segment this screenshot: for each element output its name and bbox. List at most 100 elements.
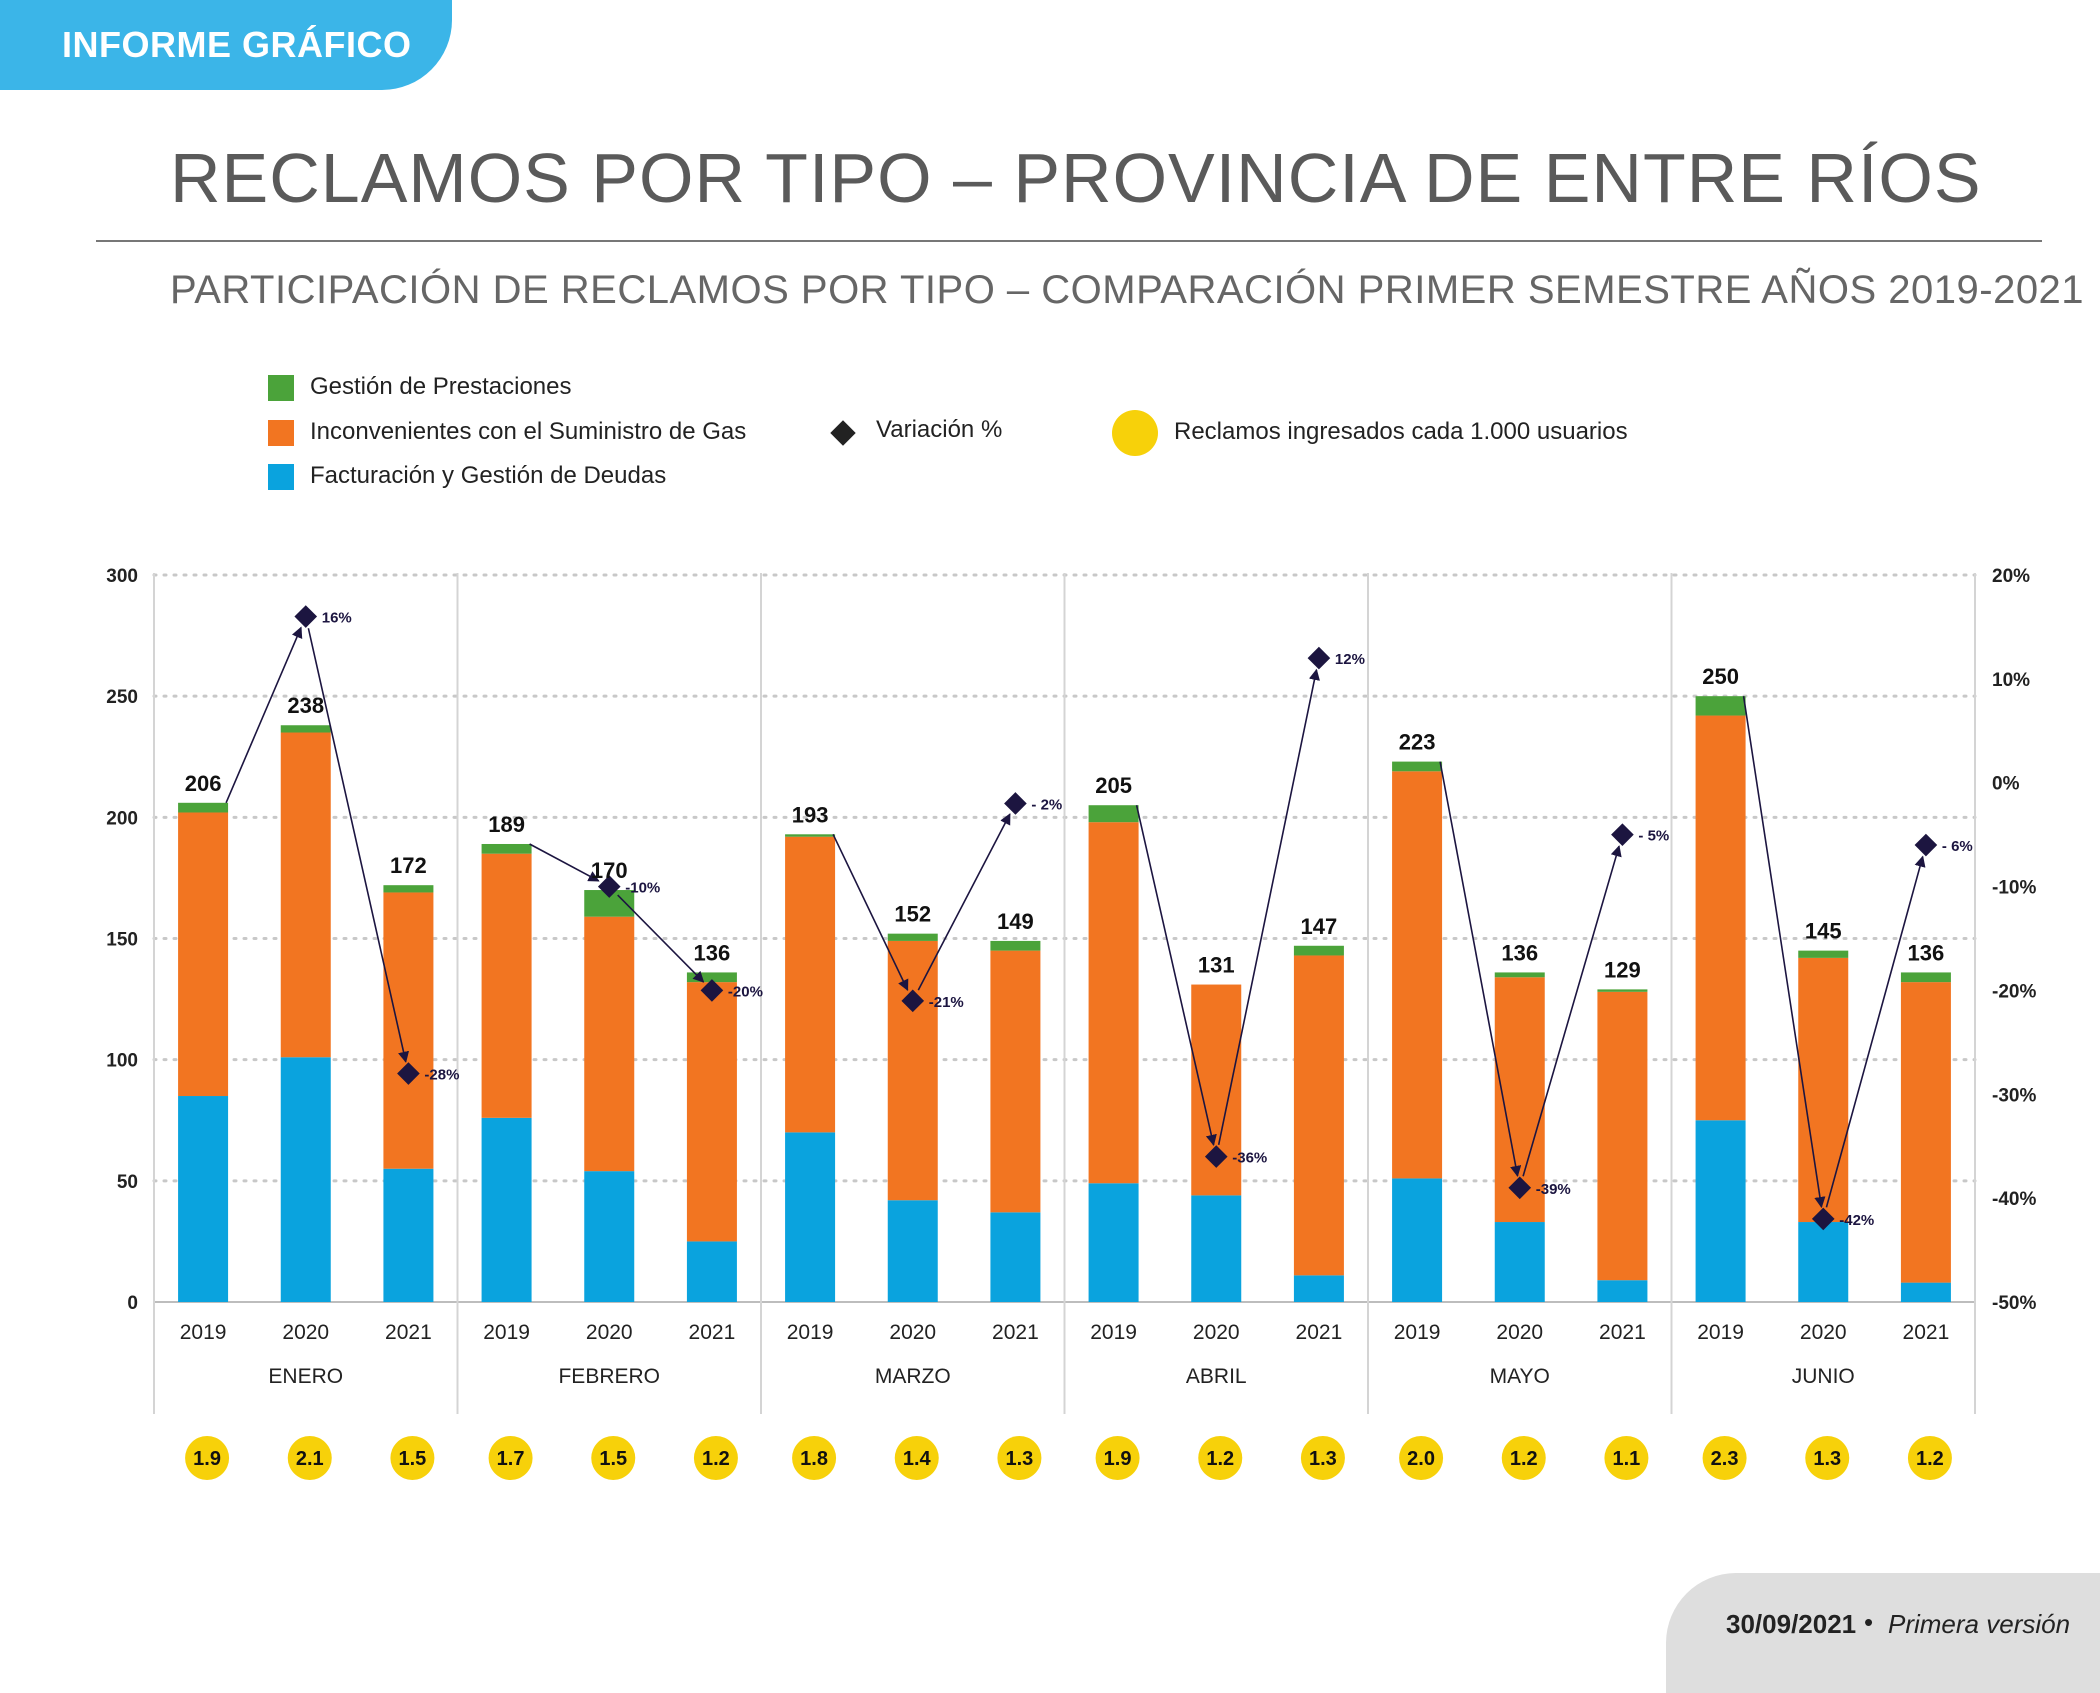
- reclamos-bubble: [1604, 1436, 1649, 1480]
- legend-gestion-label: Gestión de Prestaciones: [310, 373, 572, 400]
- variation-label: - 2%: [1031, 796, 1062, 813]
- reclamos-bubble: [287, 1436, 332, 1480]
- bar-segment-suministro: [178, 812, 229, 1097]
- reclamos-bubble: [488, 1436, 533, 1480]
- reclamos-value-label: 1.9: [193, 1448, 221, 1470]
- variation-arrow: [1742, 696, 1826, 1209]
- x-year-label: 2019: [1394, 1321, 1441, 1344]
- bar-segment-gestion: [1798, 950, 1849, 958]
- y-left-tick-label: 50: [117, 1172, 138, 1193]
- title-divider: [96, 240, 2042, 242]
- bar-segment-suministro: [1798, 957, 1849, 1223]
- x-year-label: 2019: [1697, 1321, 1744, 1344]
- legend-gestion-swatch: [268, 375, 294, 401]
- bar-segment-gestion: [383, 885, 434, 893]
- variation-label: - 5%: [1638, 828, 1669, 845]
- x-year-label: 2020: [889, 1321, 936, 1344]
- variation-arrow: [1825, 855, 1926, 1208]
- bar-segment-facturacion: [1494, 1222, 1545, 1302]
- reclamos-value-label: 1.1: [1613, 1448, 1641, 1470]
- footer-separator: •: [1864, 1607, 1874, 1637]
- x-year-label: 2021: [1599, 1321, 1646, 1344]
- reclamos-bubble: [1805, 1436, 1850, 1480]
- footer-version: Primera versión: [1888, 1609, 2071, 1639]
- reclamos-value-label: 1.7: [497, 1448, 525, 1470]
- reclamos-value-label: 1.9: [1104, 1448, 1132, 1470]
- bar-segment-suministro: [1900, 982, 1951, 1283]
- bar-total-label: 250: [1702, 664, 1739, 689]
- y-right-tick-label: 10%: [1992, 670, 2030, 691]
- variation-arrow: [225, 626, 303, 804]
- variation-arrow: [1522, 845, 1622, 1177]
- x-month-label: MAYO: [1490, 1365, 1550, 1388]
- footer-badge: 30/09/2021 • Primera versión: [1666, 1573, 2100, 1693]
- reclamos-bubble: [894, 1436, 939, 1480]
- reclamos-bubble: [1702, 1436, 1747, 1480]
- y-left-tick-label: 200: [106, 808, 138, 829]
- variation-point: [1004, 792, 1027, 815]
- x-year-label: 2019: [483, 1321, 530, 1344]
- footer-date: 30/09/2021: [1726, 1609, 1857, 1639]
- bar-segment-suministro: [686, 982, 737, 1242]
- bar-segment-gestion: [1494, 972, 1545, 978]
- bar-total-label: 136: [694, 940, 731, 965]
- variation-point: [901, 989, 925, 1013]
- bar-total-label: 131: [1198, 953, 1235, 978]
- legend-suministro-swatch: [268, 420, 294, 446]
- variation-arrow: [617, 894, 705, 983]
- bar-segment-suministro: [1695, 715, 1746, 1121]
- bar-segment-gestion: [1392, 761, 1443, 772]
- reclamos-value-label: 1.3: [1813, 1448, 1841, 1470]
- bar-segment-facturacion: [1597, 1280, 1648, 1302]
- variation-label: -39%: [1536, 1181, 1571, 1198]
- variation-point: [1307, 646, 1331, 670]
- bar-segment-facturacion: [280, 1057, 331, 1302]
- bar-segment-gestion: [1900, 972, 1951, 983]
- bar-segment-gestion: [1597, 989, 1648, 992]
- bar-total-label: 149: [997, 909, 1034, 934]
- y-left-tick-label: 100: [106, 1051, 138, 1072]
- variation-arrow: [832, 833, 909, 991]
- bar-total-label: 205: [1095, 773, 1132, 798]
- reclamos-bubble: [1095, 1436, 1140, 1480]
- x-month-label: ENERO: [268, 1365, 343, 1388]
- y-right-tick-label: -20%: [1992, 981, 2036, 1002]
- variation-point: [1508, 1176, 1532, 1200]
- variation-arrow: [307, 628, 410, 1063]
- bar-segment-suministro: [383, 892, 434, 1169]
- y-left-tick-label: 0: [127, 1293, 138, 1314]
- x-year-label: 2021: [1296, 1321, 1343, 1344]
- bar-segment-facturacion: [990, 1212, 1041, 1302]
- x-year-label: 2020: [586, 1321, 633, 1344]
- y-right-tick-label: 20%: [1992, 566, 2030, 587]
- bar-segment-facturacion: [1900, 1282, 1951, 1302]
- bar-segment-gestion: [887, 933, 938, 941]
- variation-arrow: [917, 813, 1011, 991]
- legend-variacion-label: Variación %: [876, 416, 1003, 443]
- reclamos-value-label: 1.2: [1510, 1448, 1538, 1470]
- y-right-tick-label: -40%: [1992, 1189, 2036, 1210]
- bar-total-label: 238: [287, 693, 324, 718]
- bar-segment-suministro: [785, 836, 836, 1133]
- y-right-tick-label: -50%: [1992, 1293, 2036, 1314]
- variation-label: -21%: [929, 994, 964, 1011]
- reclamos-value-label: 1.2: [702, 1448, 730, 1470]
- x-year-label: 2020: [1800, 1321, 1847, 1344]
- bar-segment-facturacion: [1695, 1120, 1746, 1302]
- variation-arrow: [1439, 761, 1522, 1178]
- variation-point: [1811, 1207, 1835, 1231]
- x-year-label: 2021: [1903, 1321, 1950, 1344]
- y-left-tick-label: 150: [106, 930, 138, 951]
- bar-total-label: 147: [1301, 914, 1338, 939]
- bar-segment-facturacion: [481, 1117, 532, 1302]
- bar-segment-gestion: [1293, 945, 1344, 956]
- bar-segment-gestion: [990, 940, 1041, 951]
- legend-reclamos-label: Reclamos ingresados cada 1.000 usuarios: [1174, 418, 1628, 445]
- bar-total-label: 152: [894, 902, 931, 927]
- x-year-label: 2019: [180, 1321, 227, 1344]
- reclamos-value-label: 2.0: [1407, 1448, 1435, 1470]
- bar-segment-gestion: [1695, 696, 1746, 716]
- bar-segment-suministro: [1597, 991, 1648, 1281]
- bar-segment-gestion: [481, 843, 532, 854]
- x-month-label: JUNIO: [1792, 1365, 1855, 1388]
